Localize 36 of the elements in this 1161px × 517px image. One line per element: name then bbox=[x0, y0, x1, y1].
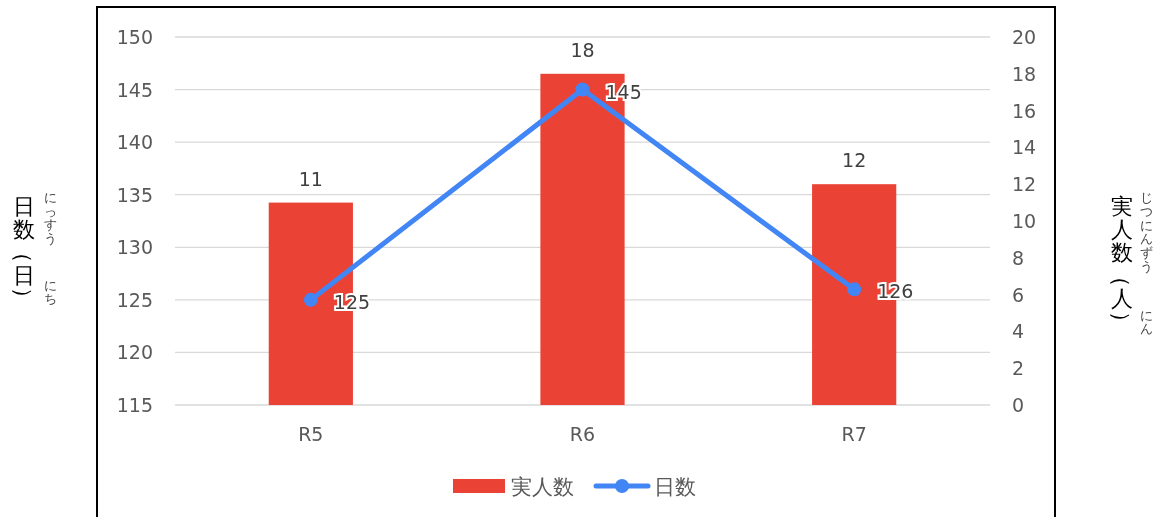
y-tick-label: 130 bbox=[116, 236, 153, 259]
legend-label: 実人数 bbox=[511, 475, 574, 499]
y2-tick-label: 2 bbox=[1012, 357, 1025, 380]
text: にん bbox=[1139, 307, 1153, 337]
y2-tick-label: 18 bbox=[1012, 62, 1037, 85]
data-label: 11 bbox=[298, 167, 323, 190]
text: じつにんずう bbox=[1139, 190, 1153, 274]
y2-tick-label: 12 bbox=[1012, 173, 1037, 196]
y-tick-label: 150 bbox=[116, 26, 153, 48]
point bbox=[575, 82, 590, 97]
x-tick-label: R5 bbox=[298, 423, 324, 445]
text: にち bbox=[43, 277, 57, 307]
y-tick-label: 125 bbox=[116, 288, 153, 311]
y2-tick-label: 16 bbox=[1012, 99, 1037, 122]
y-tick-label: 140 bbox=[116, 131, 153, 154]
y2-tick-label: 14 bbox=[1012, 136, 1037, 159]
point bbox=[303, 292, 318, 307]
y-tick-label: 145 bbox=[116, 78, 153, 101]
legend-label: 日数 bbox=[654, 475, 696, 499]
y-tick-label: 115 bbox=[116, 394, 153, 416]
y-tick-label: 120 bbox=[116, 341, 153, 364]
y2-tick-label: 8 bbox=[1012, 246, 1025, 269]
y-axis-title: 日数（日） bbox=[11, 193, 37, 310]
y2-tick-label: 20 bbox=[1012, 26, 1037, 48]
text: にっすう bbox=[43, 190, 57, 247]
y2-tick-label: 10 bbox=[1012, 210, 1037, 232]
x-tick-label: R7 bbox=[841, 423, 867, 445]
point bbox=[847, 282, 862, 297]
y2-tick-label: 0 bbox=[1012, 394, 1025, 416]
x-tick-label: R6 bbox=[569, 423, 596, 445]
y2-tick-label: 4 bbox=[1012, 320, 1025, 343]
data-label: 12 bbox=[842, 149, 867, 172]
data-label: 18 bbox=[570, 38, 595, 61]
y-tick-label: 135 bbox=[116, 183, 153, 206]
y2-axis-title: 実人数（人） bbox=[1109, 193, 1135, 333]
y2-tick-label: 6 bbox=[1012, 283, 1025, 306]
